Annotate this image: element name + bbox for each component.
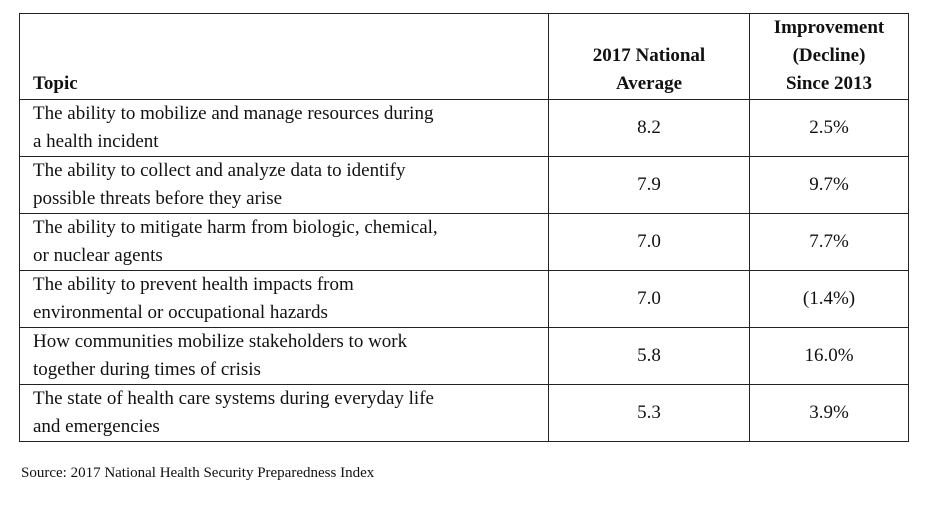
average-cell: 5.3 (548, 384, 750, 442)
source-note: Source: 2017 National Health Security Pr… (21, 465, 375, 481)
topic-line: The ability to collect and analyze data … (33, 160, 406, 181)
improvement-cell: 9.7% (749, 156, 909, 214)
topic-cell: The state of health care systems during … (19, 384, 549, 442)
topic-line: The ability to prevent health impacts fr… (33, 274, 354, 295)
topic-line: The state of health care systems during … (33, 388, 434, 409)
header-average-line: 2017 National (592, 45, 706, 66)
table-header-row: Topic 2017 National Average Improvement … (19, 13, 909, 100)
table-row: The ability to collect and analyze data … (19, 156, 909, 214)
improvement-cell: (1.4%) (749, 270, 909, 328)
table-row: The ability to mitigate harm from biolog… (19, 213, 909, 271)
average-cell: 5.8 (548, 327, 750, 385)
improvement-cell: 3.9% (749, 384, 909, 442)
improvement-cell: 2.5% (749, 99, 909, 157)
topic-line: and emergencies (33, 416, 160, 437)
header-improvement-line: Since 2013 (785, 73, 873, 94)
improvement-cell: 7.7% (749, 213, 909, 271)
average-cell: 7.0 (548, 270, 750, 328)
header-improvement-line: (Decline) (792, 45, 866, 66)
improvement-cell: 16.0% (749, 327, 909, 385)
topic-line: possible threats before they arise (33, 188, 283, 209)
average-cell: 8.2 (548, 99, 750, 157)
header-improvement-line: Improvement (773, 17, 885, 38)
header-topic: Topic (19, 13, 549, 100)
topic-cell: The ability to prevent health impacts fr… (19, 270, 549, 328)
table-row: The ability to prevent health impacts fr… (19, 270, 909, 328)
average-cell: 7.9 (548, 156, 750, 214)
header-topic-label: Topic (33, 73, 78, 94)
topic-line: How communities mobilize stakeholders to… (33, 331, 408, 352)
average-cell: 7.0 (548, 213, 750, 271)
header-improvement: Improvement (Decline) Since 2013 (749, 13, 909, 100)
topic-line: The ability to mitigate harm from biolog… (33, 217, 438, 238)
topic-cell: How communities mobilize stakeholders to… (19, 327, 549, 385)
topic-line: The ability to mobilize and manage resou… (33, 103, 434, 124)
header-average: 2017 National Average (548, 13, 750, 100)
preparedness-table: Topic 2017 National Average Improvement … (19, 13, 909, 442)
header-average-line: Average (615, 73, 683, 94)
table-row: The state of health care systems during … (19, 384, 909, 442)
table-row: The ability to mobilize and manage resou… (19, 99, 909, 157)
table-row: How communities mobilize stakeholders to… (19, 327, 909, 385)
topic-line: a health incident (33, 131, 159, 152)
topic-cell: The ability to collect and analyze data … (19, 156, 549, 214)
topic-cell: The ability to mobilize and manage resou… (19, 99, 549, 157)
topic-line: together during times of crisis (33, 359, 261, 380)
topic-line: environmental or occupational hazards (33, 302, 328, 323)
topic-line: or nuclear agents (33, 245, 163, 266)
topic-cell: The ability to mitigate harm from biolog… (19, 213, 549, 271)
